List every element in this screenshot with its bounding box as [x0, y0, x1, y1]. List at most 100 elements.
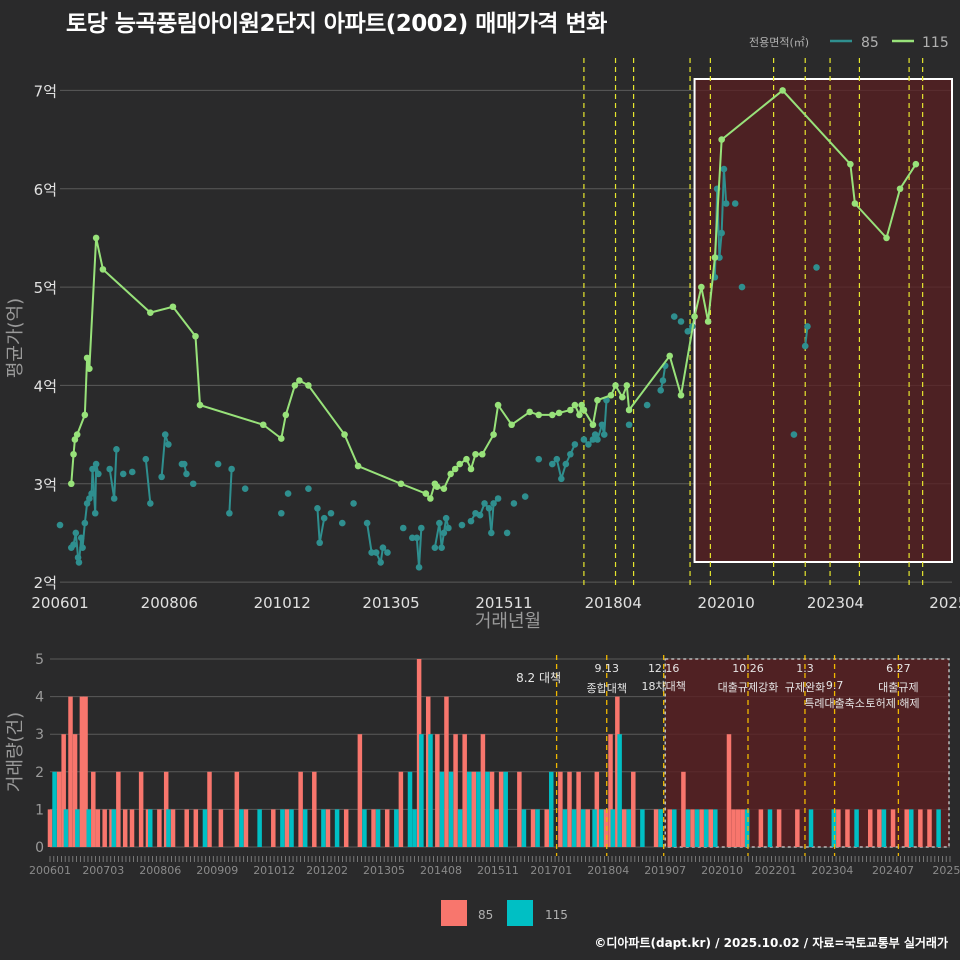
vol-bar-85-20 [193, 809, 199, 847]
vol-bar-85-69 [776, 809, 782, 847]
vol-x-tick-6: 201305 [363, 864, 405, 877]
vol-y-tick-5: 5 [35, 652, 44, 668]
series-85-point-56 [438, 544, 445, 551]
vol-bar-85-58 [653, 809, 659, 847]
series-115-point-60 [779, 87, 786, 94]
series-115-point-48 [607, 391, 615, 399]
series-115-point-6 [86, 365, 93, 373]
series-115-point-8 [99, 266, 107, 273]
vol-bar-85-19 [184, 809, 189, 847]
vol-bar-115-17 [394, 809, 399, 847]
series-85-point-12 [89, 465, 96, 473]
event-date-6: 6.27 [886, 662, 911, 675]
series-85-point-9 [83, 500, 91, 507]
series-115-point-40 [555, 409, 563, 417]
series-85-point-21 [142, 455, 150, 463]
vol-bar-85-50 [576, 771, 581, 847]
vol-bar-85-33 [384, 809, 390, 847]
series-85-point-93 [677, 318, 685, 325]
series-115-point-52 [625, 406, 633, 414]
vol-bar-85-21 [207, 771, 212, 847]
vol-bar-115-51 [831, 809, 837, 847]
series-85-point-25 [165, 441, 172, 448]
series-115-point-2 [71, 436, 79, 443]
series-115-point-64 [896, 185, 904, 193]
series-85-segment [433, 522, 441, 548]
vol-bar-85-68 [758, 809, 764, 847]
series-115-point-30 [463, 455, 470, 463]
vol-bar-85-66 [735, 809, 741, 847]
vol-bar-85-0 [47, 809, 53, 847]
event-label-5: 특례대출축소 [804, 697, 865, 710]
series-85-point-65 [485, 505, 493, 512]
vol-bar-115-0 [52, 771, 57, 847]
series-85-point-3 [72, 529, 80, 537]
vol-bar-85-25 [271, 809, 276, 847]
series-85-point-13 [91, 509, 99, 517]
series-85-segment [555, 458, 563, 480]
volume-chart: 0 1 2 3 4 5 8.2 대책 9.13 종합대책 12.16 18차대책 10.26 대출규제강… [29, 652, 960, 877]
vol-x-tick-0: 200601 [29, 864, 71, 877]
series-85-point-100 [720, 165, 728, 173]
vol-bar-115-7 [202, 809, 208, 847]
legend-85-label: 85 [861, 35, 879, 51]
event-label-4: 규제완화 [785, 681, 825, 694]
series-115-point-10 [169, 303, 177, 311]
series-85-point-10 [86, 495, 93, 502]
series-85-point-11 [88, 490, 95, 497]
vol-bar-85-52 [594, 771, 600, 847]
page-title: 토당 능곡풍림아이원2단지 아파트(2002) 매매가격 변화 [66, 11, 607, 37]
vol-bar-115-21 [428, 734, 433, 847]
vol-bar-115-18 [407, 771, 413, 847]
vol-bar-85-31 [357, 734, 363, 847]
vol-bar-85-30 [343, 809, 349, 847]
series-85-point-39 [320, 514, 328, 522]
series-85-point-16 [106, 465, 113, 473]
event-date-5: 9.7 [826, 679, 844, 692]
series-115-point-45 [580, 406, 588, 414]
vol-bar-115-28 [494, 809, 499, 847]
legend-bottom-85-label: 85 [478, 908, 493, 922]
series-115-point-50 [618, 393, 626, 401]
vol-bar-115-50 [808, 809, 814, 847]
vol-bar-85-40 [462, 734, 467, 847]
series-85-point-38 [316, 539, 323, 547]
series-85-segment [718, 232, 723, 258]
series-85-point-101 [722, 200, 730, 207]
vol-bar-85-63 [708, 809, 714, 847]
vol-bar-115-8 [239, 809, 244, 847]
series-85-point-31 [226, 509, 233, 517]
event-label-3: 대출규제강화 [718, 681, 779, 694]
vol-bar-85-48 [558, 771, 563, 847]
series-115-point-34 [490, 431, 497, 438]
series-85-segment [94, 464, 98, 514]
vol-bar-85-49 [567, 771, 572, 847]
vol-bar-85-78 [927, 809, 932, 847]
series-85-point-73 [548, 460, 556, 468]
vol-bar-115-15 [362, 809, 367, 847]
series-115-point-1 [70, 450, 77, 458]
vol-bar-115-1 [63, 809, 69, 847]
series-85-point-32 [228, 465, 235, 473]
vol-x-tick-2: 200806 [139, 864, 181, 877]
vol-bar-85-15 [145, 809, 151, 847]
vol-bar-85-73 [868, 809, 873, 847]
vol-bar-85-36 [425, 696, 431, 847]
highlight-period-box [693, 78, 953, 563]
series-85-point-78 [571, 441, 579, 448]
vol-bar-115-40 [626, 809, 631, 847]
series-85-segment [144, 459, 152, 504]
series-115-point-9 [147, 309, 154, 316]
vol-bar-85-14 [138, 771, 144, 847]
price-chart: 2억 3억 4억 5억 6억 7억 200601 200806 201012 201305 2015… [31, 58, 960, 612]
series-85-segment [490, 503, 495, 533]
vol-bar-85-60 [681, 771, 686, 847]
vol-bar-115-34 [571, 809, 577, 847]
series-115-point-11 [192, 332, 199, 340]
series-85-segment [74, 532, 80, 558]
series-85-segment [160, 434, 167, 477]
vol-bar-115-14 [334, 809, 340, 847]
series-85-point-55 [436, 519, 443, 527]
x-axis-title: 거래년월 [475, 611, 541, 632]
series-85-point-76 [562, 460, 570, 468]
